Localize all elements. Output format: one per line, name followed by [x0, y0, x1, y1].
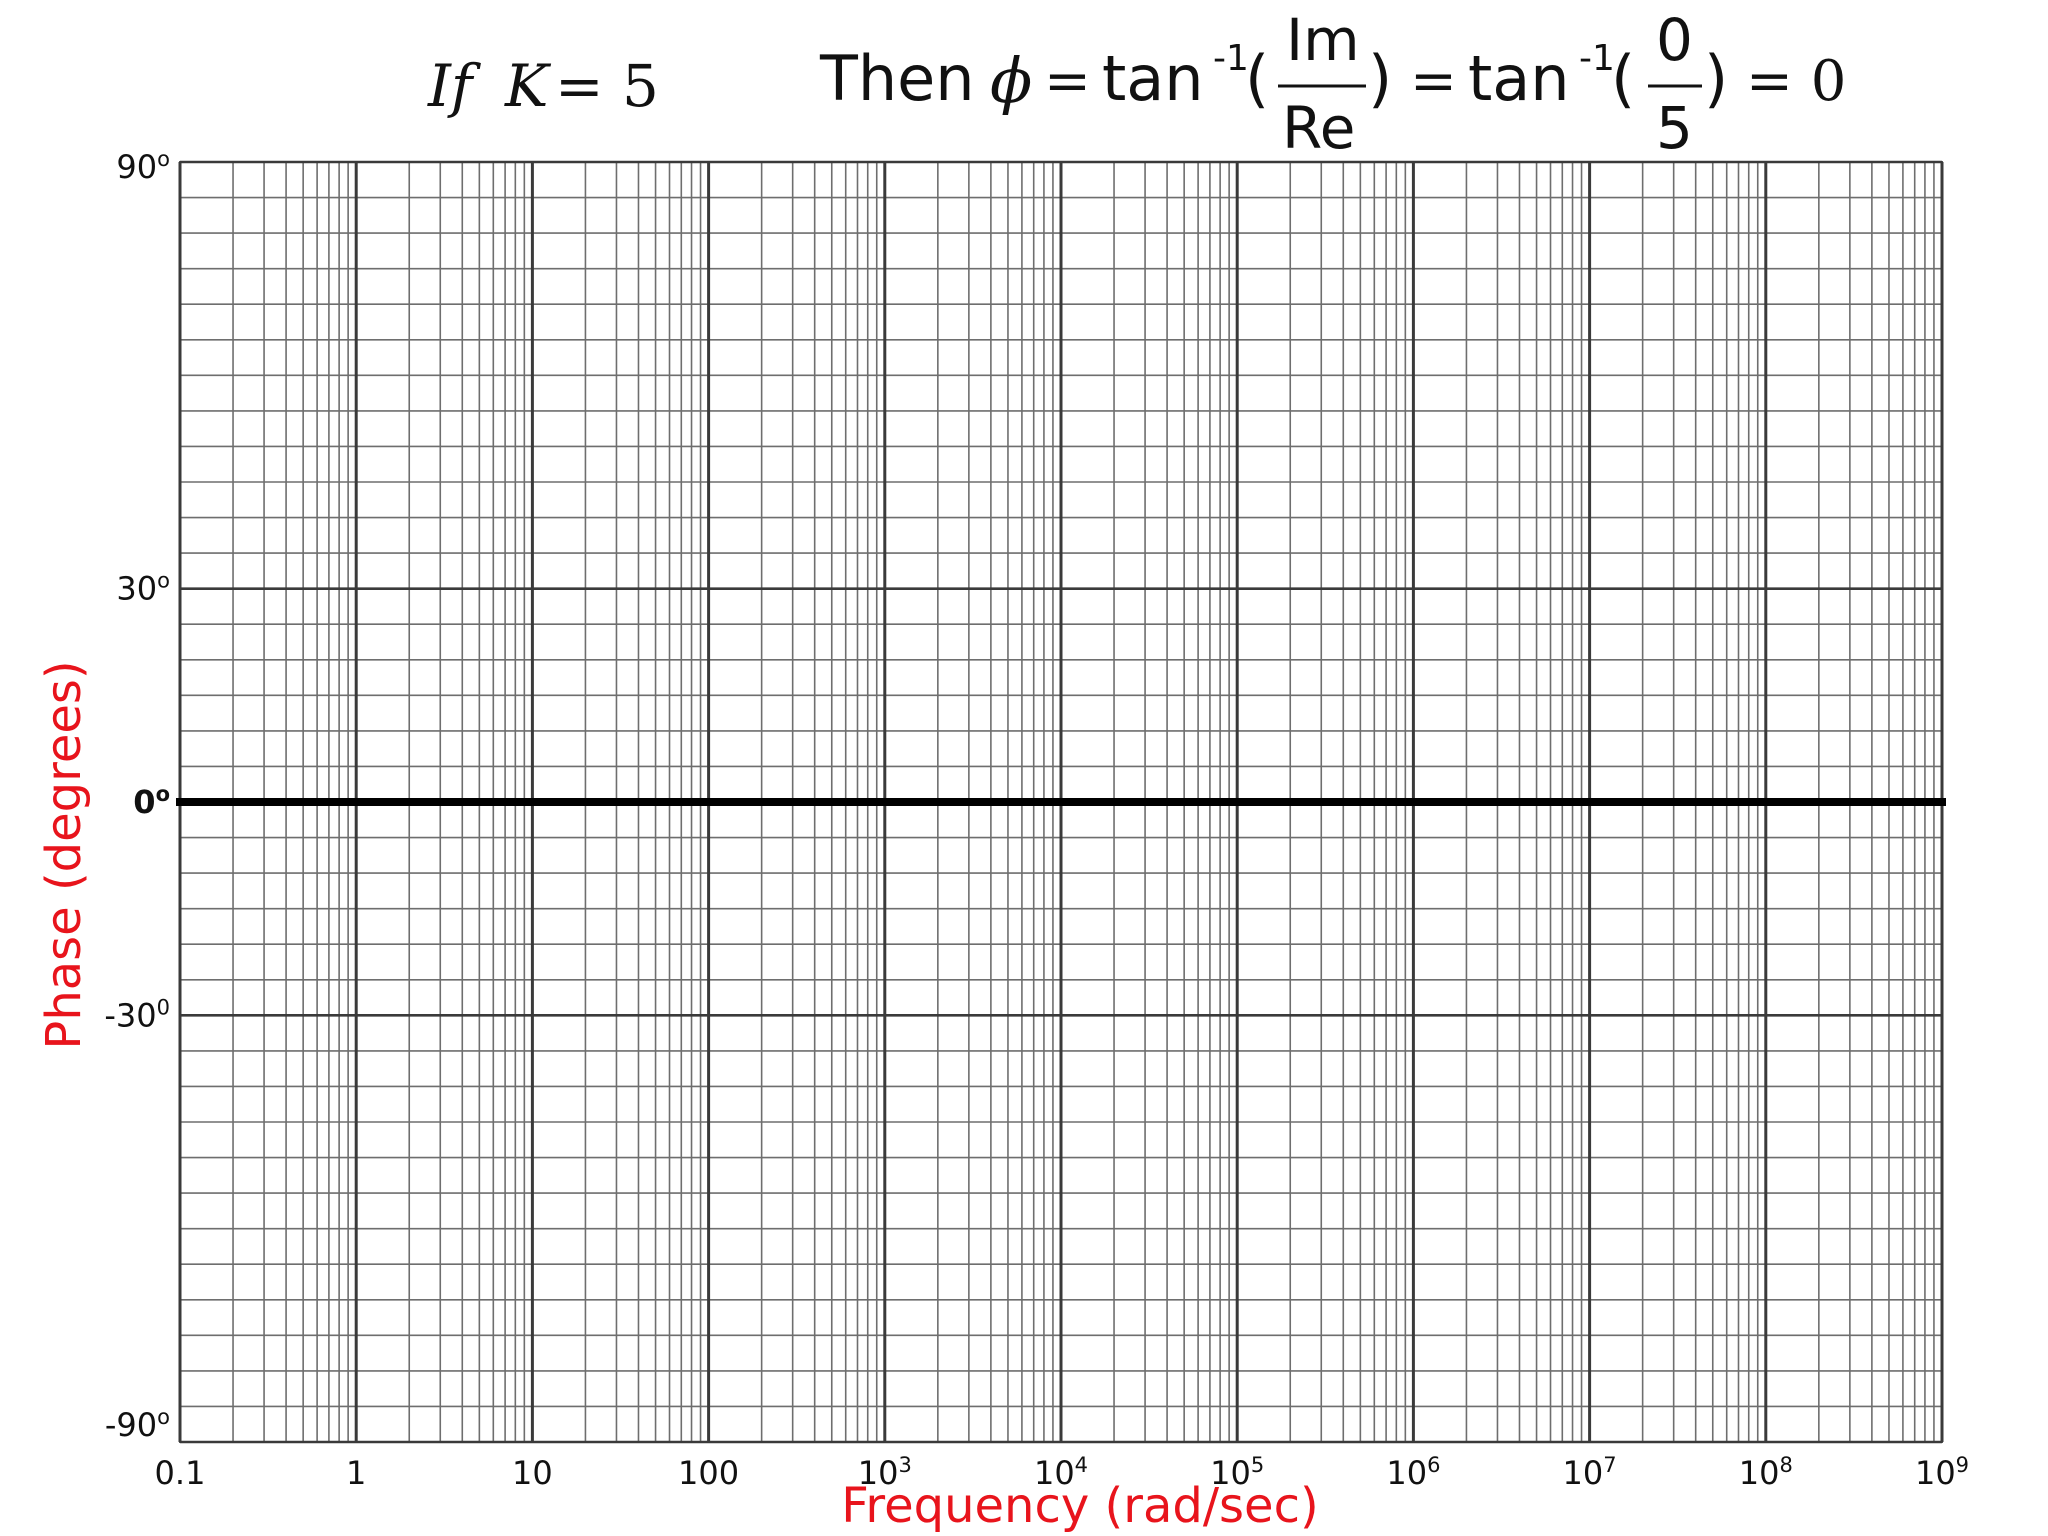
tan-2: tan: [1468, 42, 1570, 115]
x-tick-label: 104: [1034, 1453, 1088, 1492]
close-paren-2: ): [1704, 42, 1728, 115]
equals-1: =: [1044, 49, 1091, 114]
y-tick-label: -300: [104, 995, 170, 1034]
x-tick-label: 108: [1739, 1453, 1793, 1492]
x-tick-label: 109: [1915, 1453, 1969, 1492]
x-tick-label: 105: [1210, 1453, 1264, 1492]
x-tick-label: 106: [1386, 1453, 1440, 1492]
close-paren-1: ): [1368, 42, 1392, 115]
tan-2-superscript: -1: [1579, 38, 1615, 79]
fraction-1-denominator: Re: [1282, 94, 1355, 162]
x-tick-label: 10: [512, 1454, 553, 1492]
y-tick-label: -90o: [105, 1405, 170, 1444]
y-axis-label: Phase (degrees): [36, 660, 92, 1049]
x-tick-label: 0.1: [155, 1454, 206, 1492]
x-axis-label: Frequency (rad/sec): [841, 1478, 1318, 1534]
phi-symbol: ϕ: [990, 44, 1032, 117]
fraction-2-denominator: 5: [1656, 94, 1693, 162]
tan-1: tan: [1102, 42, 1204, 115]
equals-2: =: [1410, 49, 1457, 114]
fraction-1-numerator: Im: [1286, 6, 1360, 74]
equation-header: If K = 5 Then ϕ = tan -1 ( Im Re ) = tan…: [427, 6, 1846, 162]
then-text: Then: [819, 42, 975, 115]
y-tick-labels: 90o 30o 0o -300 -90o: [104, 147, 170, 1444]
k-variable: K: [504, 52, 552, 120]
x-tick-labels: 0.1 1 10 100 103 104 105 106 107 108 109: [155, 1453, 1969, 1492]
y-tick-label: 0o: [133, 782, 170, 821]
fraction-2-numerator: 0: [1656, 6, 1693, 74]
y-tick-label: 90o: [116, 147, 170, 186]
open-paren-2: (: [1611, 42, 1635, 115]
if-text: If: [427, 52, 482, 120]
tan-1-superscript: -1: [1213, 38, 1249, 79]
y-tick-label: 30o: [116, 569, 170, 608]
x-tick-label: 107: [1563, 1453, 1617, 1492]
open-paren-1: (: [1245, 42, 1269, 115]
x-tick-label: 100: [678, 1454, 739, 1492]
equals-zero: = 0: [1746, 49, 1846, 114]
x-tick-label: 103: [858, 1453, 912, 1492]
k-equals-five: = 5: [555, 52, 659, 120]
x-tick-label: 1: [346, 1454, 366, 1492]
